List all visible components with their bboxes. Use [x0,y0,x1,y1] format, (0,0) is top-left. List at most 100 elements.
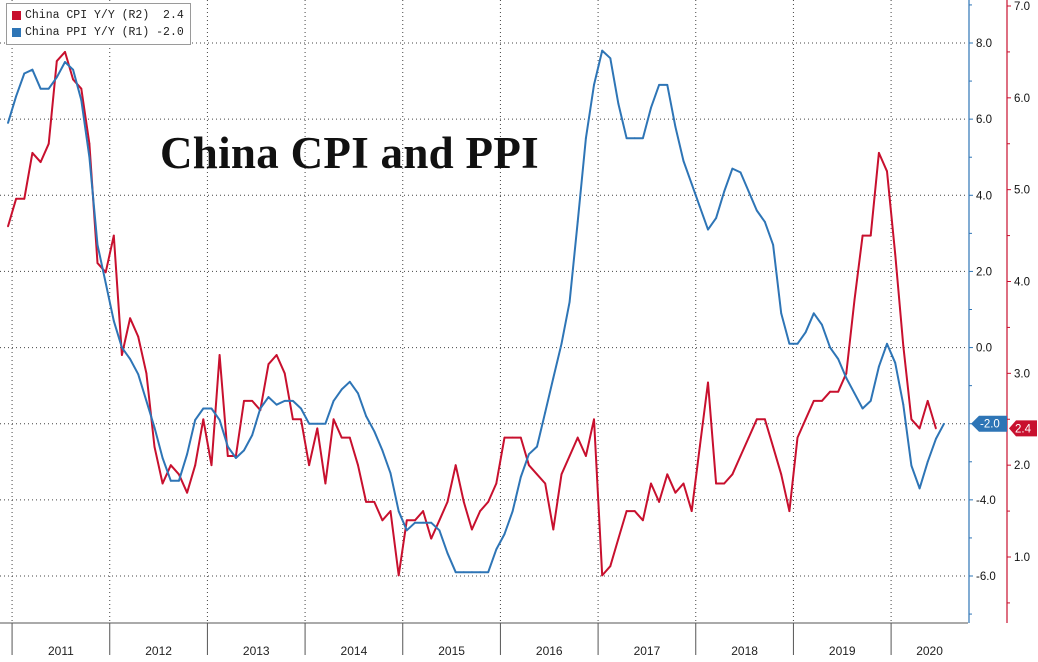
cpi-point [633,510,636,512]
cpi-point [918,427,921,430]
ppi-point [389,472,392,475]
cpi-point [153,445,156,448]
ppi-point [55,76,58,79]
ppi-point [324,422,327,425]
ppi-point [747,190,750,193]
ppi-point [72,68,75,71]
ppi-point [422,521,424,524]
cpi-point [861,234,864,237]
ppi-point [633,137,636,140]
cpi-point [503,436,506,439]
cpi-point [837,390,840,393]
ppi-point [414,521,416,524]
ppi-point [584,137,587,140]
cpi-point [194,464,197,467]
cpi-point [764,418,766,421]
ppi-point [340,388,343,391]
ppi-point [739,171,742,174]
cpi-point [772,445,774,448]
cpi-point [829,390,831,393]
ppi-point [682,160,685,162]
r1-tick-label: -6.0 [976,571,996,583]
ppi-point [617,103,620,105]
legend-item-ppi: China PPI Y/Y (R1) -2.0 [12,24,184,41]
ppi-point [666,83,669,86]
ppi-point [715,217,718,220]
ppi-point [251,434,254,437]
cpi-point [324,482,327,485]
cpi-point [275,354,278,356]
ppi-point [300,407,302,410]
r2-tick-label: 3.0 [1014,368,1030,380]
ppi-point [487,571,490,574]
cpi-point [308,464,311,467]
ppi-point [910,464,913,467]
cpi-point [487,501,490,503]
r1-tick-label: 0.0 [976,343,992,355]
ppi-point [479,571,481,574]
cpi-point [15,197,18,200]
cpi-point [462,501,465,503]
cpi-point [47,142,50,145]
cpi-point [666,473,669,476]
cpi-point [389,510,392,512]
ppi-point [934,438,937,440]
cpi-point [479,510,481,512]
x-tick-label: 2019 [829,644,856,657]
ppi-point [104,281,107,284]
ppi-point [316,422,319,425]
ppi-point [601,49,604,52]
ppi-point [576,221,579,223]
cpi-last-value-label: 2.4 [1015,423,1032,435]
cpi-point [365,501,368,503]
ppi-point [861,407,864,410]
ppi-point [625,137,628,140]
ppi-point [64,61,66,63]
ppi-point [568,300,571,303]
x-tick-label: 2013 [243,644,270,657]
legend-label-ppi: China PPI Y/Y (R1) [25,26,150,39]
cpi-point [169,464,172,467]
cpi-point [707,381,709,384]
ppi-point [161,457,164,459]
cpi-point [137,335,140,338]
cpi-point [471,528,473,531]
legend-swatch-cpi [12,11,21,20]
cpi-point [64,51,66,53]
cpi-point [755,418,758,421]
x-tick-label: 2017 [634,644,661,657]
series-line-ppi [7,49,945,574]
ppi-point [755,209,758,212]
x-tick-label: 2016 [536,644,563,657]
cpi-point [104,271,107,274]
cpi-point [560,473,563,476]
ppi-point [357,392,359,395]
cpi-point [96,262,99,265]
r1-tick-label: 4.0 [976,190,992,202]
legend-label-cpi: China CPI Y/Y (R2) [25,9,150,22]
ppi-point [894,361,897,364]
cpi-point [731,473,734,476]
ppi-point [283,399,286,402]
cpi-point [796,436,799,439]
ppi-point [438,529,441,532]
cpi-point [267,363,270,366]
ppi-point [267,396,270,398]
legend-value-ppi: -2.0 [156,26,184,39]
ppi-point [519,476,522,478]
ppi-point [112,320,115,322]
cpi-point [226,455,229,457]
ppi-point [308,422,311,425]
cpi-point [584,455,587,457]
r2-tick-label: 7.0 [1014,1,1030,13]
cpi-point [381,519,384,522]
ppi-point [918,487,921,490]
ppi-point [552,377,555,379]
ppi-point [812,312,815,315]
cpi-point [300,418,302,421]
cpi-point [357,464,359,467]
cpi-point [821,399,823,402]
ppi-point [31,68,34,71]
